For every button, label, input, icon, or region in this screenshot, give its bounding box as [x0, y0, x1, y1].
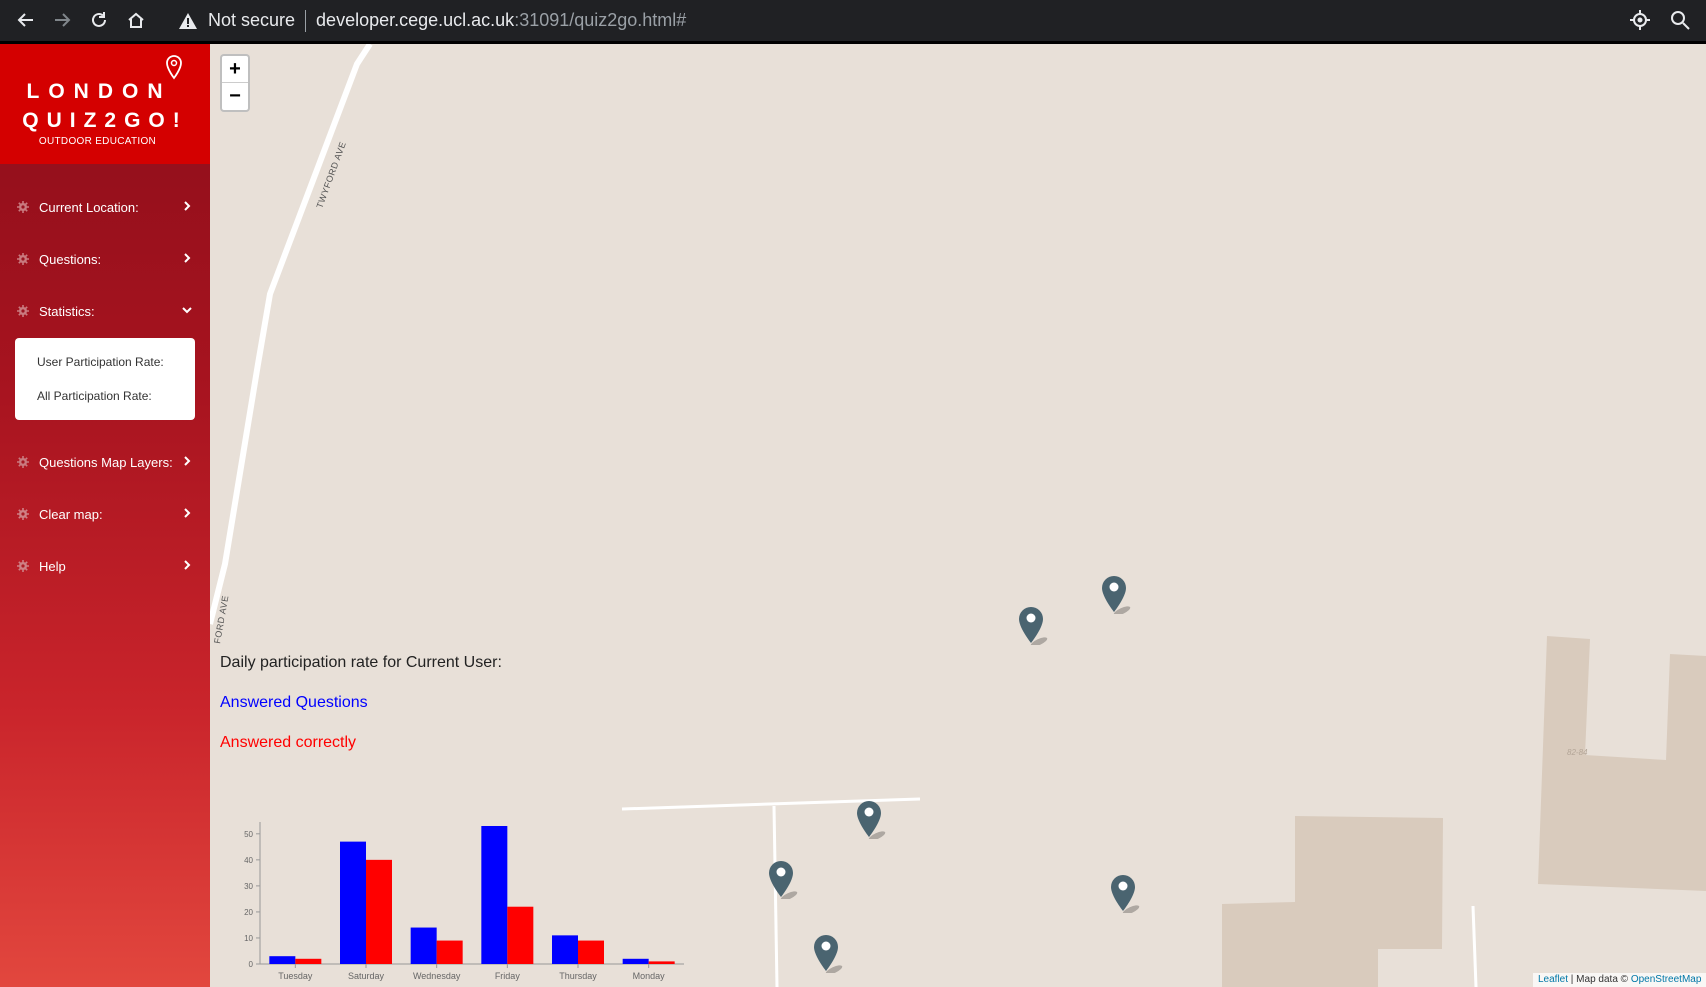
question-marker-icon[interactable] [810, 933, 850, 973]
forward-icon[interactable] [50, 8, 74, 32]
x-tick-label: Monday [633, 971, 666, 981]
logo-subtitle: OUTDOOR EDUCATION [38, 136, 157, 147]
gear-icon [17, 560, 29, 572]
x-tick-label: Friday [495, 971, 521, 981]
building-label: 82-84 [1567, 748, 1588, 757]
menu-map-layers[interactable]: Questions Map Layers: [0, 442, 210, 482]
menu-statistics[interactable]: Statistics: [0, 291, 210, 331]
bar-answered [552, 935, 578, 964]
toolbar-border [0, 41, 1706, 44]
y-tick-label: 30 [244, 882, 253, 891]
menu-label: Statistics: [39, 303, 95, 319]
zoom-out-button[interactable]: − [229, 85, 241, 107]
chevron-right-icon [184, 456, 191, 466]
y-tick-label: 0 [249, 960, 254, 969]
chevron-right-icon [184, 508, 191, 518]
chevron-down-icon [182, 307, 192, 314]
zoom-search-icon[interactable] [1669, 9, 1691, 31]
logo[interactable]: LONDON QUIZ2GO! OUTDOOR EDUCATION [0, 44, 210, 164]
map[interactable]: 82-84 TWYFORD AVE FORD AVE + − Daily par… [210, 44, 1706, 987]
location-icon[interactable] [1629, 9, 1651, 31]
home-icon[interactable] [124, 8, 148, 32]
menu-label: Help [39, 558, 66, 574]
bar-answered [410, 927, 437, 964]
participation-bar-chart: 0 10 20 30 40 50 Tuesday Saturday Wednesday Frida… [244, 822, 684, 981]
zoom-in-button[interactable]: + [222, 56, 248, 83]
road [1471, 905, 1478, 987]
menu-current-location[interactable]: Current Location: [0, 187, 210, 227]
map-tiles: 82-84 TWYFORD AVE FORD AVE [210, 44, 1706, 987]
gear-icon [17, 253, 29, 265]
url-path: :31091/quiz2go.html# [514, 10, 687, 30]
legend-answered: Answered Questions [220, 694, 368, 711]
y-tick-label: 20 [244, 908, 253, 917]
bar-correct [436, 940, 463, 964]
url-host: developer.cege.ucl.ac.uk [316, 10, 515, 30]
back-icon[interactable] [14, 8, 38, 32]
bar-answered [340, 841, 366, 964]
y-tick-label: 50 [244, 830, 253, 839]
y-tick-label: 10 [244, 934, 253, 943]
osm-link[interactable]: OpenStreetMap [1630, 974, 1702, 985]
x-tick-label: Saturday [348, 971, 385, 981]
bar-correct [507, 906, 534, 964]
sidebar: LONDON QUIZ2GO! OUTDOOR EDUCATION Curren… [0, 44, 210, 987]
road-label: TWYFORD AVE [314, 140, 347, 210]
divider [305, 9, 307, 32]
warning-icon [179, 12, 197, 29]
menu-label: Clear map: [39, 506, 103, 522]
chevron-right-icon [184, 560, 191, 570]
chevron-right-icon [184, 201, 191, 211]
x-tick-label: Thursday [559, 971, 597, 981]
bar-correct [578, 940, 604, 964]
statistics-submenu: User Participation Rate: All Participati… [15, 338, 195, 420]
y-tick-label: 40 [244, 856, 253, 865]
menu-help[interactable]: Help [0, 546, 210, 586]
bar-answered [481, 826, 508, 964]
x-tick-label: Tuesday [278, 971, 313, 981]
x-tick-label: Wednesday [413, 971, 461, 981]
stats-title: Daily participation rate for Current Use… [220, 654, 502, 671]
browser-toolbar: Not secure developer.cege.ucl.ac.uk:3109… [0, 0, 1706, 41]
submenu-user-participation[interactable]: User Participation Rate: [37, 355, 164, 369]
menu-label: Questions: [39, 251, 102, 267]
road [772, 805, 779, 987]
address-bar[interactable]: Not secure developer.cege.ucl.ac.uk:3109… [178, 6, 1638, 35]
menu-label: Current Location: [39, 199, 139, 215]
map-pin-icon [166, 55, 182, 80]
building [1222, 816, 1443, 987]
road-twyford-ave [210, 44, 373, 625]
gear-icon [17, 305, 29, 317]
chevron-right-icon [184, 253, 191, 263]
question-marker-icon[interactable] [853, 799, 893, 839]
question-marker-icon[interactable] [765, 859, 805, 899]
menu-label: Questions Map Layers: [39, 454, 173, 470]
menu-clear-map[interactable]: Clear map: [0, 494, 210, 534]
gear-icon [17, 508, 29, 520]
road [621, 797, 921, 811]
bar-correct [295, 958, 322, 964]
building [1538, 636, 1706, 891]
legend-correct: Answered correctly [220, 734, 357, 751]
reload-icon[interactable] [87, 8, 111, 32]
zoom-control: + − [220, 54, 250, 112]
security-label: Not secure [208, 10, 296, 30]
gear-icon [17, 201, 29, 213]
question-marker-icon[interactable] [1015, 605, 1055, 645]
attribution-text: | Map data © [1568, 974, 1631, 985]
logo-line2: QUIZ2GO! [22, 109, 188, 132]
question-marker-icon[interactable] [1098, 574, 1138, 614]
gear-icon [17, 456, 29, 468]
bar-correct [648, 961, 675, 964]
map-attribution: Leaflet | Map data © OpenStreetMap [1533, 973, 1706, 987]
submenu-all-participation[interactable]: All Participation Rate: [37, 389, 152, 403]
bar-answered [622, 958, 649, 964]
menu-questions[interactable]: Questions: [0, 239, 210, 279]
leaflet-link[interactable]: Leaflet [1538, 974, 1569, 985]
bar-correct [366, 859, 392, 964]
logo-line1: LONDON [26, 80, 172, 103]
question-marker-icon[interactable] [1107, 873, 1147, 913]
bar-answered [269, 956, 296, 964]
